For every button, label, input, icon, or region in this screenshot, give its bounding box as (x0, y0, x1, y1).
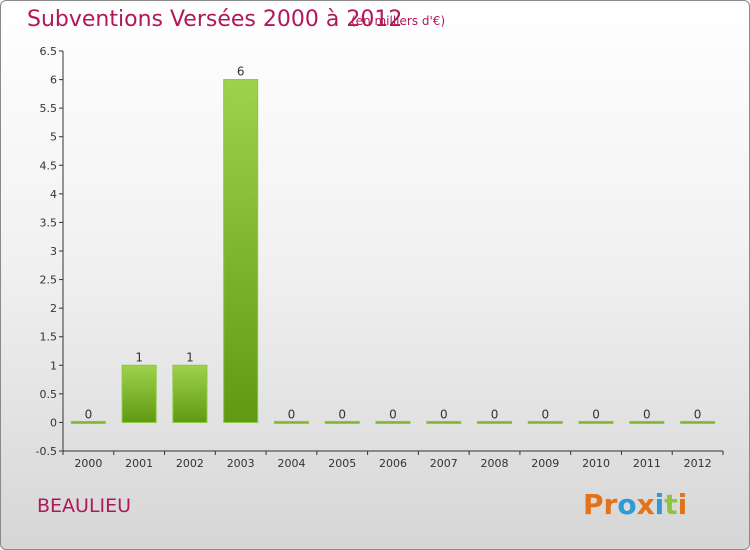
bar (223, 79, 259, 423)
proxiti-logo[interactable]: Proxiti (583, 488, 687, 521)
value-label: 0 (643, 407, 651, 421)
commune-name: BEAULIEU (37, 495, 132, 517)
bar (680, 420, 716, 424)
x-tick-label: 2002 (176, 457, 204, 470)
y-tick-label: 2 (50, 302, 57, 315)
y-tick-label: 2.5 (40, 274, 58, 287)
bar (324, 420, 360, 424)
bar (629, 420, 665, 424)
bar (273, 420, 309, 424)
value-label: 1 (135, 350, 143, 364)
x-tick-label: 2001 (125, 457, 153, 470)
value-label: 0 (541, 407, 549, 421)
logo-letter: o (617, 488, 637, 521)
y-tick-label: 6 (50, 74, 57, 87)
x-tick-label: 2005 (328, 457, 356, 470)
chart-subtitle: (en milliers d'€) (351, 14, 446, 28)
x-tick-label: 2000 (74, 457, 102, 470)
value-label: 1 (186, 350, 194, 364)
y-tick-label: 4.5 (40, 159, 58, 172)
x-tick-label: 2003 (227, 457, 255, 470)
logo-letter: r (603, 488, 618, 521)
x-tick-label: 2010 (582, 457, 610, 470)
bar (375, 420, 411, 424)
y-tick-label: -0.5 (36, 445, 57, 458)
x-tick-label: 2012 (684, 457, 712, 470)
logo-letter: t (664, 488, 678, 521)
bar (426, 420, 462, 424)
x-tick-label: 2011 (633, 457, 661, 470)
value-label: 0 (592, 407, 600, 421)
value-label: 0 (338, 407, 346, 421)
y-tick-label: 5.5 (40, 102, 58, 115)
bar (527, 420, 563, 424)
x-tick-label: 2004 (277, 457, 305, 470)
logo-letter: P (583, 488, 604, 521)
chart-title: Subventions Versées 2000 à 2012 (27, 7, 403, 32)
value-label: 0 (85, 407, 93, 421)
x-tick-label: 2007 (430, 457, 458, 470)
y-tick-label: 0.5 (40, 388, 58, 401)
y-tick-label: 4 (50, 188, 57, 201)
value-label: 6 (237, 65, 245, 79)
value-label: 0 (440, 407, 448, 421)
bar (477, 420, 513, 424)
y-tick-label: 5 (50, 131, 57, 144)
logo-letter: i (654, 488, 665, 521)
value-label: 0 (491, 407, 499, 421)
value-label: 0 (288, 407, 296, 421)
bar (172, 364, 208, 423)
y-tick-label: 1 (50, 359, 57, 372)
x-tick-label: 2009 (531, 457, 559, 470)
bar (70, 420, 106, 424)
x-tick-label: 2006 (379, 457, 407, 470)
y-tick-label: 1.5 (40, 331, 58, 344)
bar (578, 420, 614, 424)
y-tick-label: 0 (50, 416, 57, 429)
y-tick-label: 6.5 (40, 45, 58, 58)
logo-letter: x (636, 488, 655, 521)
logo-letter: i (677, 488, 688, 521)
bar (121, 364, 157, 423)
value-label: 0 (389, 407, 397, 421)
x-tick-label: 2008 (481, 457, 509, 470)
y-tick-label: 3.5 (40, 216, 58, 229)
value-label: 0 (694, 407, 702, 421)
y-tick-label: 3 (50, 245, 57, 258)
